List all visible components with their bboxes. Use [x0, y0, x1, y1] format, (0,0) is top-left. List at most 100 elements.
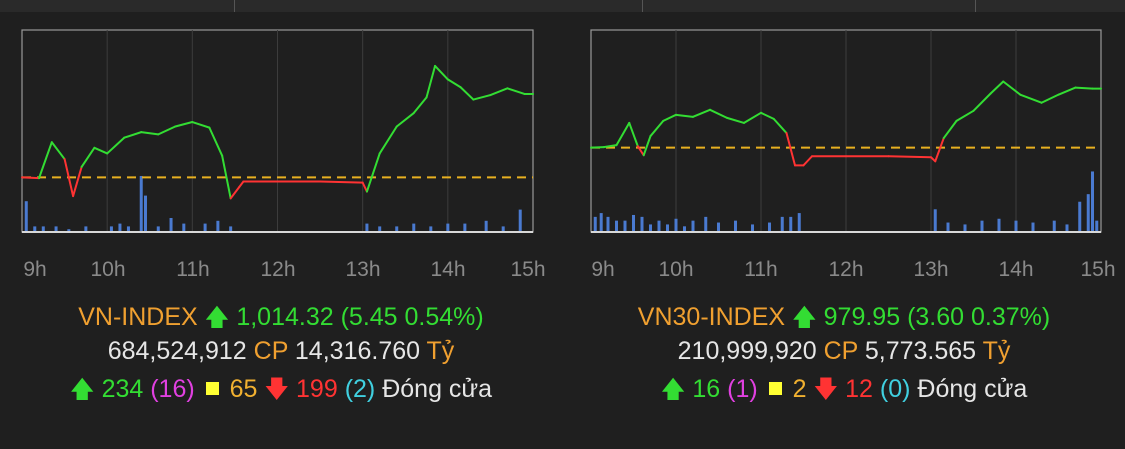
- index-line-segment: [772, 117, 788, 135]
- volume-bar: [412, 223, 416, 232]
- volume-bar: [1031, 222, 1035, 232]
- index-line-segment: [972, 92, 992, 112]
- volume-bar: [1095, 220, 1099, 232]
- market-status: Đóng cửa: [382, 375, 493, 403]
- index-line-segment: [636, 145, 645, 157]
- volume-bar: [1091, 171, 1094, 232]
- volume-bar: [674, 218, 678, 232]
- volume-bar: [751, 224, 754, 232]
- index-line-segment: [395, 112, 415, 128]
- volume-bar: [109, 226, 113, 232]
- index-line-segment: [425, 64, 437, 99]
- volume-bar: [463, 223, 467, 232]
- vnindex-line3: 🡅 234 (16) 65 🡇 199 (2) Đóng cửa: [0, 372, 562, 413]
- decline-count: 12: [845, 375, 873, 403]
- volume-bar: [365, 223, 369, 232]
- index-line-segment: [1019, 93, 1043, 104]
- index-line-segment: [140, 131, 160, 136]
- up-arrow-icon: 🡅: [792, 304, 817, 331]
- x-tick-label: 14h: [430, 258, 465, 281]
- index-name: VN30-INDEX: [637, 303, 786, 331]
- x-tick-label: 11h: [176, 258, 209, 281]
- volume-bar: [997, 218, 1001, 232]
- unchanged-square-icon: [205, 381, 219, 395]
- index-line-segment: [50, 141, 66, 161]
- volume-bar: [139, 176, 143, 232]
- index-value: 979.95: [823, 303, 901, 331]
- volume-bar: [216, 220, 220, 232]
- volume-bar: [657, 220, 661, 232]
- index-line-segment: [955, 109, 975, 122]
- ceiling-count: (1): [727, 375, 758, 403]
- volume-bar: [623, 220, 627, 232]
- volume-bar: [704, 216, 708, 232]
- index-line-segment: [412, 96, 428, 115]
- up-arrow-icon: 🡅: [660, 376, 686, 403]
- index-line-segment: [378, 125, 398, 155]
- volume-bar: [780, 216, 784, 232]
- ceiling-count: (16): [150, 375, 195, 403]
- floor-count: (2): [344, 375, 376, 403]
- volume-bar: [229, 226, 233, 232]
- volume-bar: [1086, 194, 1090, 232]
- volume-bar: [54, 226, 58, 232]
- volume-bar: [41, 226, 45, 232]
- vn30-line2: 210,999,920 CP 5,773.565 Tỷ: [563, 337, 1125, 366]
- volume-bar: [683, 226, 686, 232]
- index-line-segment: [675, 113, 694, 118]
- volume-bar: [717, 222, 720, 232]
- vnindex-line1: VN-INDEX 🡅 1,014.32 (5.45 0.54%): [0, 300, 562, 341]
- index-line-segment: [642, 135, 652, 157]
- index-line-segment: [628, 121, 639, 148]
- volume-bar: [980, 220, 984, 232]
- index-line-segment: [123, 131, 143, 139]
- trade-amount: 14,316.760: [294, 337, 421, 365]
- top-divider: [234, 0, 235, 12]
- volume-bar: [666, 224, 669, 232]
- volume-bar: [933, 209, 937, 232]
- floor-count: (0): [879, 375, 911, 403]
- volume-bar: [946, 222, 950, 232]
- index-line-segment: [1057, 86, 1077, 96]
- index-line-segment: [80, 146, 96, 168]
- index-line-segment: [319, 180, 364, 184]
- vn30-line1: VN30-INDEX 🡅 979.95 (3.60 0.37%): [563, 300, 1125, 341]
- volume-bar: [33, 226, 37, 232]
- index-line-segment: [934, 137, 945, 163]
- index-line-segment: [72, 165, 83, 198]
- up-arrow-icon: 🡅: [69, 376, 95, 403]
- volume-bar: [1065, 224, 1069, 232]
- index-change: (5.45 0.54%): [340, 303, 484, 331]
- index-line-segment: [887, 155, 932, 159]
- index-line-segment: [709, 108, 728, 119]
- volume-bar: [126, 226, 130, 232]
- index-line-segment: [1040, 93, 1060, 104]
- index-line-segment: [174, 121, 194, 128]
- index-line-segment: [489, 87, 509, 97]
- volume-bar: [118, 223, 122, 232]
- x-tick-label: 11h: [744, 258, 777, 281]
- volume-bar: [501, 226, 505, 232]
- vn30-line3: 🡅 16 (1) 2 🡇 12 (0) Đóng cửa: [563, 372, 1125, 413]
- index-line-segment: [21, 176, 41, 180]
- volume-bar: [963, 224, 967, 232]
- index-line-segment: [38, 141, 53, 180]
- top-divider: [975, 0, 976, 12]
- index-line-segment: [726, 116, 745, 124]
- advance-count: 234: [101, 375, 144, 403]
- x-tick-label: 14h: [998, 258, 1033, 281]
- index-value: 1,014.32: [236, 303, 334, 331]
- volume-bar: [599, 213, 603, 232]
- volume-bar: [67, 229, 71, 232]
- index-line-segment: [459, 86, 475, 101]
- volume-bar: [378, 226, 382, 232]
- volume-bar: [182, 223, 186, 232]
- index-line-segment: [785, 132, 796, 167]
- trade-amount: 5,773.565: [864, 337, 977, 365]
- index-line-segment: [692, 108, 711, 118]
- x-tick-label: 13h: [913, 258, 948, 281]
- volume-bar: [1052, 220, 1056, 232]
- volume-bar: [691, 220, 695, 232]
- cp-label: CP: [823, 337, 858, 365]
- index-line-segment: [221, 154, 232, 200]
